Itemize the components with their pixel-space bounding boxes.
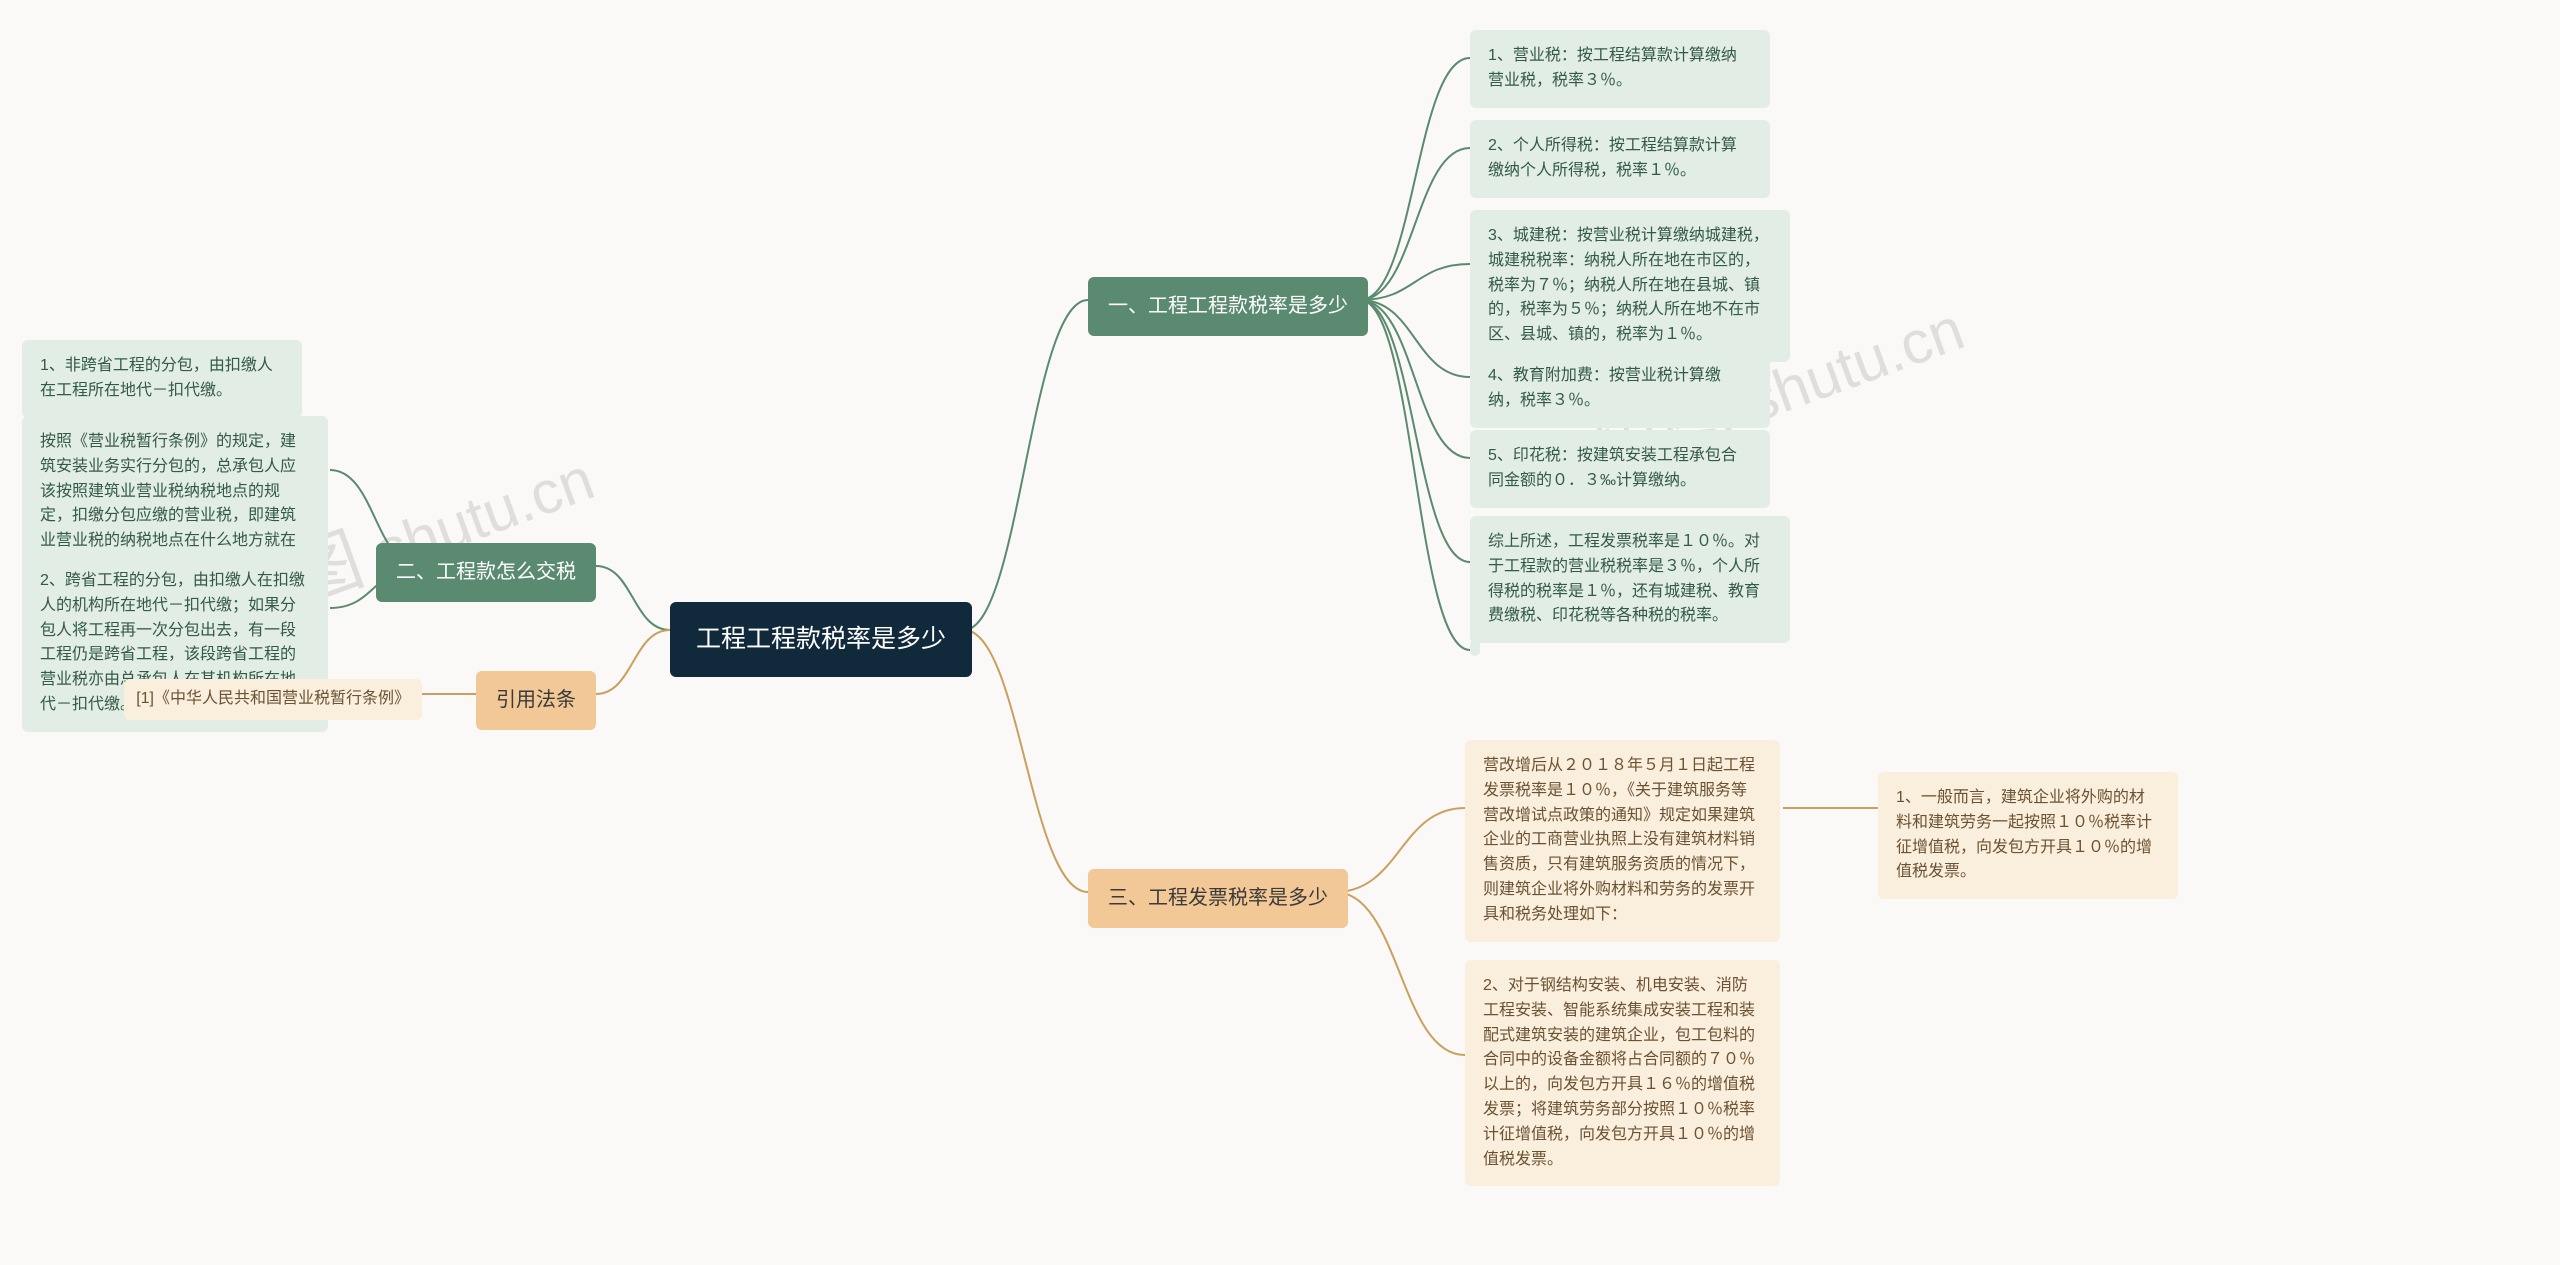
branch-invoice-rate[interactable]: 三、工程发票税率是多少: [1088, 869, 1348, 928]
leaf-law-1[interactable]: [1]《中华人民共和国营业税暂行条例》: [124, 679, 422, 720]
leaf-invoice-1[interactable]: 1、一般而言，建筑企业将外购的材料和建筑劳务一起按照１０％税率计征增值税，向发包…: [1878, 772, 2178, 899]
sub-connector: [0, 0, 2560, 1265]
leaf-invoice-2[interactable]: 2、对于钢结构安装、机电安装、消防工程安装、智能系统集成安装工程和装配式建筑安装…: [1465, 960, 1780, 1186]
branch-label: 三、工程发票税率是多少: [1108, 887, 1328, 909]
mindmap-connectors: [0, 0, 2560, 1265]
leaf-tax-summary[interactable]: 综上所述，工程发票税率是１０％。对于工程款的营业税税率是３％，个人所得税的税率是…: [1470, 516, 1790, 643]
branch-tax-rate[interactable]: 一、工程工程款税率是多少: [1088, 277, 1368, 336]
branch-label: 二、工程款怎么交税: [396, 561, 576, 583]
leaf-tax-4[interactable]: 4、教育附加费：按营业税计算缴纳，税率３％。: [1470, 350, 1770, 428]
branch-label: 引用法条: [496, 689, 576, 711]
branch-label: 一、工程工程款税率是多少: [1108, 295, 1348, 317]
leaf-tax-5[interactable]: 5、印花税：按建筑安装工程承包合同金额的０．３‰计算缴纳。: [1470, 430, 1770, 508]
root-label: 工程工程款税率是多少: [696, 625, 946, 653]
branch-law-ref[interactable]: 引用法条: [476, 671, 596, 730]
leaf-pay-1[interactable]: 1、非跨省工程的分包，由扣缴人在工程所在地代－扣代缴。: [22, 340, 302, 418]
leaf-invoice-intro[interactable]: 营改增后从２０１８年５月１日起工程发票税率是１０％，《关于建筑服务等营改增试点政…: [1465, 740, 1780, 942]
leaf-tax-3[interactable]: 3、城建税：按营业税计算缴纳城建税，城建税税率：纳税人所在地在市区的，税率为７％…: [1470, 210, 1790, 362]
sub-connector-2: [0, 0, 2560, 1265]
branch-how-to-pay[interactable]: 二、工程款怎么交税: [376, 543, 596, 602]
leaf-empty: [1470, 640, 1480, 656]
mindmap-root[interactable]: 工程工程款税率是多少: [670, 602, 972, 677]
leaf-tax-2[interactable]: 2、个人所得税：按工程结算款计算缴纳个人所得税，税率１％。: [1470, 120, 1770, 198]
leaf-tax-1[interactable]: 1、营业税：按工程结算款计算缴纳营业税，税率３％。: [1470, 30, 1770, 108]
